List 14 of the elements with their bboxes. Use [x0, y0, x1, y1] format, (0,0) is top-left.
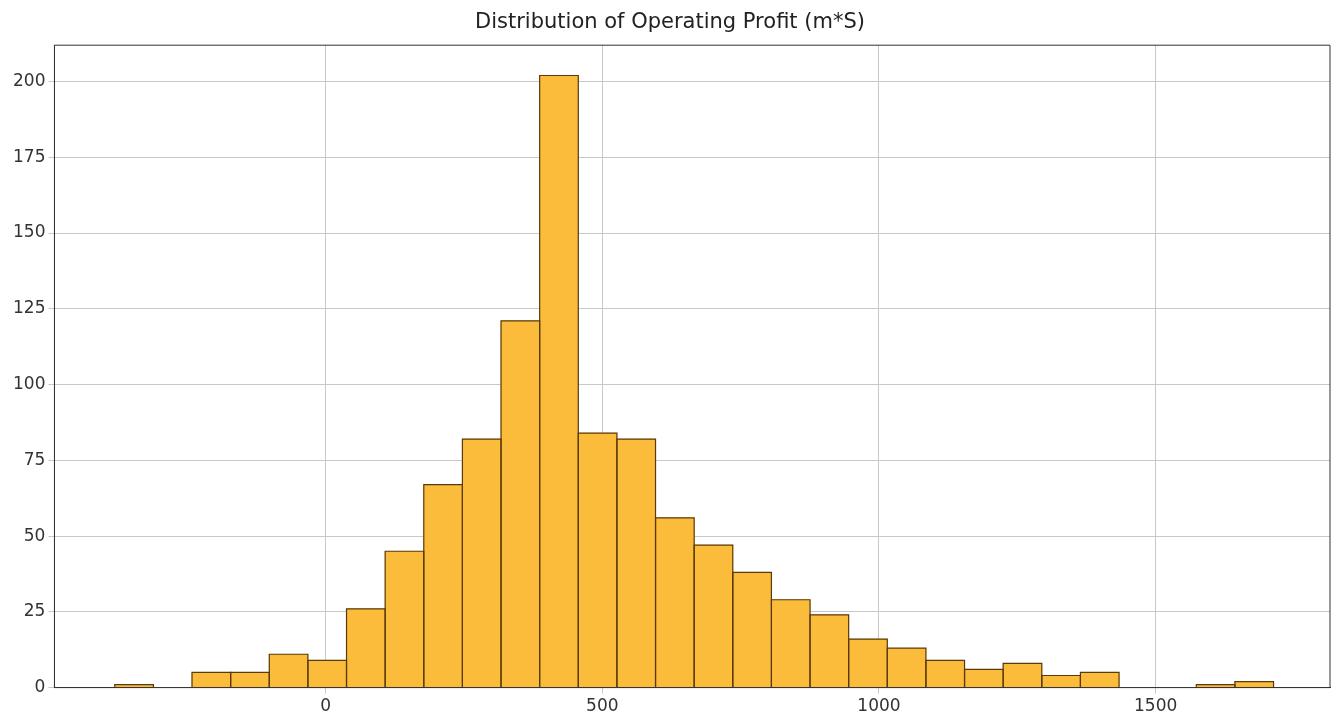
y-tick-label: 50: [23, 524, 46, 545]
x-tick-label: 500: [586, 695, 619, 716]
chart-title: Distribution of Operating Profit (m*S): [475, 9, 865, 34]
y-tick-label: 0: [34, 676, 46, 697]
y-tick-label: 75: [23, 448, 46, 469]
x-tick-label: 0: [320, 695, 332, 716]
y-tick-label: 100: [12, 373, 46, 393]
y-tick-label: 150: [12, 221, 46, 242]
x-tick-label: 1000: [857, 695, 901, 716]
y-tick-label: 125: [12, 297, 46, 318]
y-tick-label: 200: [12, 69, 46, 90]
y-tick-label: 175: [12, 145, 46, 166]
x-tick-label: 1500: [1134, 695, 1178, 716]
y-tick-label: 25: [23, 600, 46, 621]
